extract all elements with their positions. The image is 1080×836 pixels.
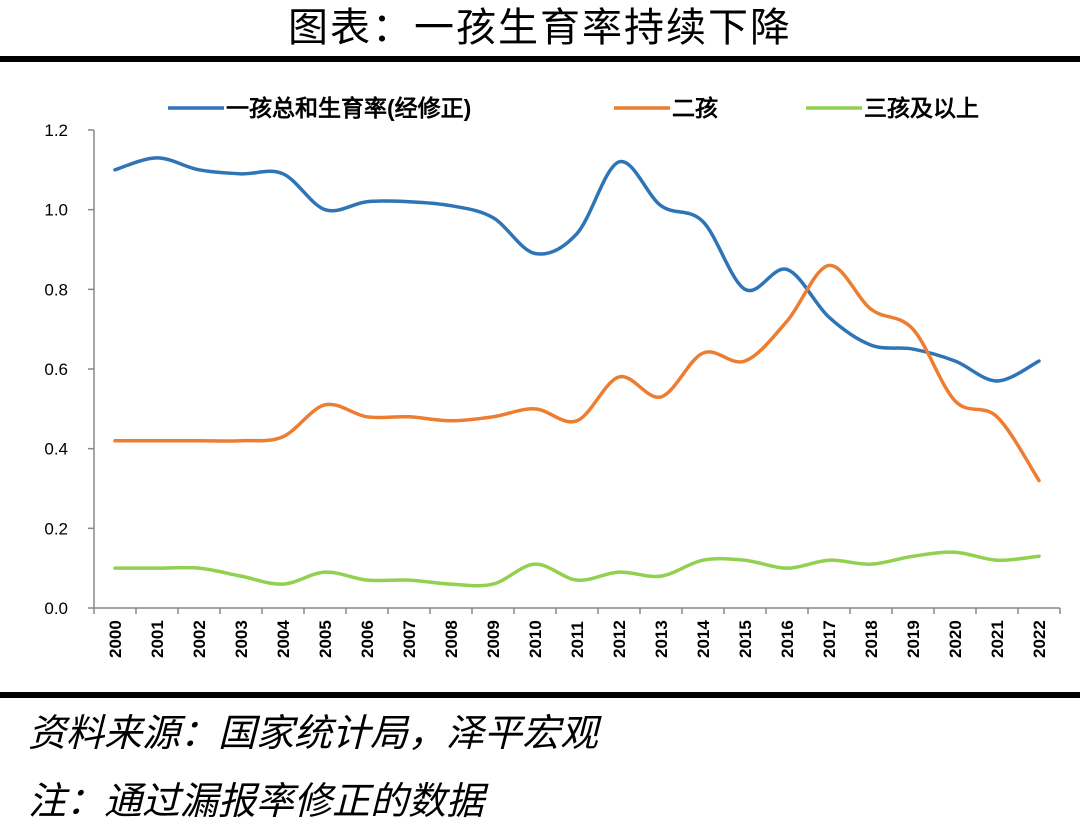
y-tick-label: 0.2 — [44, 519, 68, 538]
x-tick-label: 2012 — [610, 620, 629, 658]
legend-label-1: 一孩总和生育率(经修正) — [226, 95, 471, 121]
x-tick-label: 2001 — [148, 620, 167, 658]
x-tick-label: 2010 — [526, 620, 545, 658]
chart-series — [113, 156, 1041, 588]
x-tick-label: 2011 — [568, 621, 587, 658]
line-chart: 一孩总和生育率(经修正) 二孩 三孩及以上 0.0 0.2 0.4 0.6 0.8 1.0 1.… — [44, 95, 1061, 658]
x-tick-label: 2008 — [442, 620, 461, 658]
series-line-3 — [113, 550, 1041, 588]
x-tick-label: 2018 — [862, 620, 881, 658]
x-tick-label: 2005 — [316, 620, 335, 658]
x-tick-label: 2022 — [1030, 620, 1049, 658]
y-tick-label: 0.4 — [44, 440, 68, 459]
x-tick-label: 2004 — [274, 620, 293, 658]
data-note: 注：通过漏报率修正的数据 — [28, 779, 485, 823]
x-tick-label: 2013 — [652, 620, 671, 658]
y-tick-label: 0.6 — [44, 360, 68, 379]
x-tick-label: 2014 — [694, 620, 713, 658]
top-divider — [0, 56, 1080, 62]
x-tick-label: 2017 — [820, 620, 839, 658]
x-tick-label: 2003 — [232, 620, 251, 658]
chart-legend: 一孩总和生育率(经修正) 二孩 三孩及以上 — [168, 95, 979, 121]
page-title: 图表：一孩生育率持续下降 — [288, 5, 792, 51]
x-tick-label: 2006 — [358, 620, 377, 658]
x-tick-label: 2016 — [778, 620, 797, 658]
legend-label-3: 三孩及以上 — [864, 95, 979, 121]
x-tick-label: 2019 — [904, 620, 923, 658]
y-tick-label: 1.2 — [44, 121, 68, 140]
x-tick-label: 2000 — [106, 620, 125, 658]
x-tick-label: 2020 — [946, 620, 965, 658]
y-tick-label: 0.8 — [44, 280, 68, 299]
x-tick-label: 2015 — [736, 620, 755, 658]
y-axis: 0.0 0.2 0.4 0.6 0.8 1.0 1.2 — [44, 121, 95, 618]
x-tick-label: 2009 — [484, 620, 503, 658]
x-tick-label: 2007 — [400, 620, 419, 658]
bottom-divider — [0, 692, 1080, 698]
x-tick-label: 2002 — [190, 620, 209, 658]
x-axis: 2000 2001 2002 2003 2004 2005 2006 2007 2008 2009… — [93, 607, 1061, 658]
y-tick-label: 1.0 — [44, 201, 68, 220]
y-tick-label: 0.0 — [44, 599, 68, 618]
series-line-1 — [113, 156, 1041, 383]
x-tick-label: 2021 — [988, 620, 1007, 658]
series-line-2 — [113, 263, 1041, 483]
legend-label-2: 二孩 — [672, 95, 718, 121]
source-note: 资料来源：国家统计局，泽平宏观 — [28, 711, 599, 755]
